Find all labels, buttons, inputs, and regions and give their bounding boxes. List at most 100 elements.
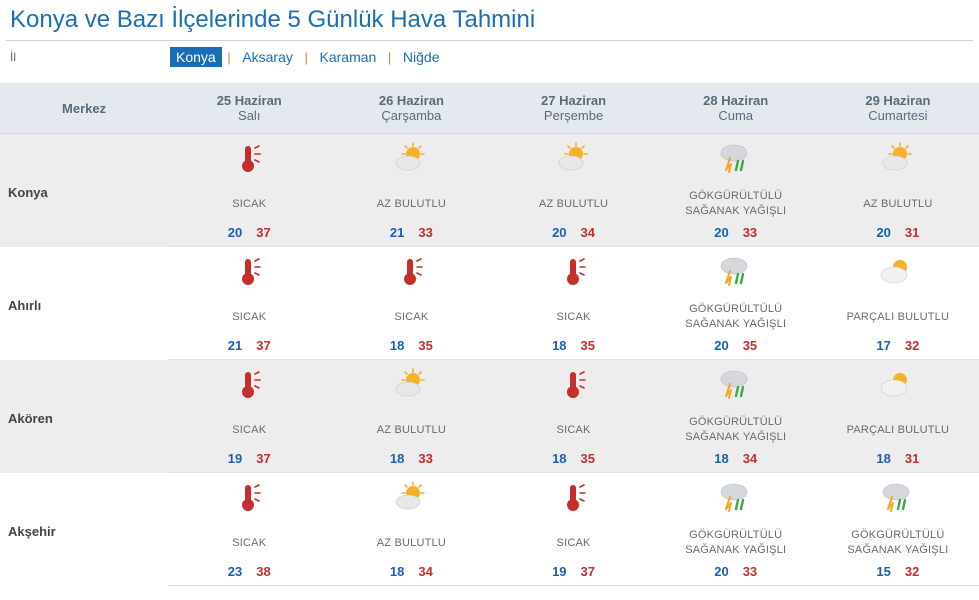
province-separator: | <box>222 50 237 65</box>
condition-cell: SICAK <box>330 296 492 334</box>
condition-cell: AZ BULUTLU <box>492 183 654 221</box>
temp-max: 33 <box>418 451 432 466</box>
icon-cell <box>168 247 330 297</box>
storm-icon <box>716 255 756 289</box>
condition-cell: PARÇALI BULUTLU <box>817 296 979 334</box>
temp-min: 21 <box>390 225 404 240</box>
icon-cell <box>817 134 979 184</box>
temp-min: 23 <box>228 564 242 579</box>
hot-icon <box>229 481 269 515</box>
temp-max: 35 <box>581 338 595 353</box>
temp-max: 37 <box>256 338 270 353</box>
temperature-cell: 2031 <box>817 221 979 247</box>
condition-label: AZ BULUTLU <box>377 198 446 210</box>
temp-min: 18 <box>390 564 404 579</box>
province-tab[interactable]: Karaman <box>314 47 383 67</box>
condition-cell: SICAK <box>168 522 330 560</box>
storm-icon <box>716 142 756 176</box>
condition-cell: SICAK <box>492 296 654 334</box>
temperature-cell: 2034 <box>492 221 654 247</box>
condition-label: GÖKGÜRÜLTÜLÜSAĞANAK YAĞIŞLI <box>847 529 948 556</box>
temperature-cell: 1831 <box>817 447 979 473</box>
temp-max: 33 <box>743 225 757 240</box>
temp-max: 37 <box>256 451 270 466</box>
condition-cell: SICAK <box>168 296 330 334</box>
col-day-3: 28 HaziranCuma <box>655 83 817 134</box>
temperature-cell: 2338 <box>168 560 330 586</box>
icon-cell <box>168 360 330 410</box>
temp-max: 35 <box>581 451 595 466</box>
hot-icon <box>229 255 269 289</box>
province-tab[interactable]: Aksaray <box>236 47 299 67</box>
temp-max: 34 <box>418 564 432 579</box>
condition-label: GÖKGÜRÜLTÜLÜSAĞANAK YAĞIŞLI <box>685 529 786 556</box>
temp-max: 35 <box>743 338 757 353</box>
condition-label: SICAK <box>232 537 266 549</box>
location-cell: Konya <box>0 134 168 247</box>
temperature-cell: 1532 <box>817 560 979 586</box>
condition-cell: SICAK <box>168 183 330 221</box>
condition-label: SICAK <box>557 537 591 549</box>
temp-min: 19 <box>552 564 566 579</box>
temp-min: 20 <box>714 225 728 240</box>
condition-label: GÖKGÜRÜLTÜLÜSAĞANAK YAĞIŞLI <box>685 303 786 330</box>
location-cell: Ahırlı <box>0 247 168 360</box>
temp-max: 31 <box>905 451 919 466</box>
temp-min: 18 <box>552 338 566 353</box>
condition-label: SICAK <box>394 311 428 323</box>
province-tab[interactable]: Konya <box>170 47 222 67</box>
temperature-cell: 1835 <box>492 447 654 473</box>
partly-icon <box>391 481 431 515</box>
condition-label: GÖKGÜRÜLTÜLÜSAĞANAK YAĞIŞLI <box>685 190 786 217</box>
icon-cell <box>330 473 492 523</box>
temperature-cell: 1937 <box>492 560 654 586</box>
condition-label: SICAK <box>557 311 591 323</box>
hot-icon <box>229 142 269 176</box>
condition-label: SICAK <box>232 198 266 210</box>
temp-min: 20 <box>714 564 728 579</box>
temp-min: 21 <box>228 338 242 353</box>
temp-max: 32 <box>905 564 919 579</box>
temperature-cell: 1833 <box>330 447 492 473</box>
table-row: Ahırlı <box>0 247 979 297</box>
pcloud-icon <box>878 368 918 402</box>
hot-icon <box>229 368 269 402</box>
temp-max: 37 <box>581 564 595 579</box>
temperature-cell: 2037 <box>168 221 330 247</box>
condition-label: SICAK <box>557 424 591 436</box>
temp-max: 33 <box>743 564 757 579</box>
temp-max: 37 <box>256 225 270 240</box>
partly-icon <box>878 142 918 176</box>
col-day-1: 26 HaziranÇarşamba <box>330 83 492 134</box>
table-row: Akören <box>0 360 979 410</box>
temp-min: 20 <box>228 225 242 240</box>
temperature-cell: 1835 <box>492 334 654 360</box>
location-cell: Akören <box>0 360 168 473</box>
temp-min: 18 <box>390 451 404 466</box>
hot-icon <box>554 368 594 402</box>
temperature-cell: 2035 <box>655 334 817 360</box>
condition-cell: AZ BULUTLU <box>330 522 492 560</box>
condition-label: AZ BULUTLU <box>377 537 446 549</box>
icon-cell <box>655 473 817 523</box>
col-merkez: Merkez <box>0 83 168 134</box>
temp-min: 20 <box>552 225 566 240</box>
hot-icon <box>554 255 594 289</box>
province-tab[interactable]: Niğde <box>397 47 446 67</box>
storm-icon <box>716 481 756 515</box>
condition-label: SICAK <box>232 424 266 436</box>
divider <box>6 40 973 41</box>
partly-icon <box>391 142 431 176</box>
icon-cell <box>492 473 654 523</box>
icon-cell <box>655 134 817 184</box>
condition-cell: GÖKGÜRÜLTÜLÜSAĞANAK YAĞIŞLI <box>655 522 817 560</box>
forecast-table: Merkez 25 HaziranSalı 26 HaziranÇarşamba… <box>0 83 979 586</box>
temp-min: 18 <box>390 338 404 353</box>
condition-cell: SICAK <box>168 409 330 447</box>
temperature-cell: 1834 <box>655 447 817 473</box>
condition-label: AZ BULUTLU <box>539 198 608 210</box>
condition-cell: AZ BULUTLU <box>330 183 492 221</box>
condition-label: SICAK <box>232 311 266 323</box>
temp-min: 20 <box>876 225 890 240</box>
condition-label: GÖKGÜRÜLTÜLÜSAĞANAK YAĞIŞLI <box>685 416 786 443</box>
